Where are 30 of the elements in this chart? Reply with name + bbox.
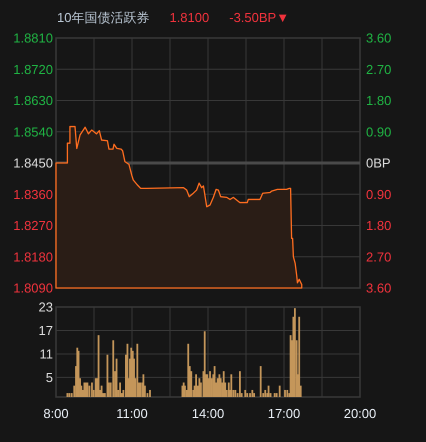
y-tick-label: 11 xyxy=(40,346,53,362)
y2-tick-label: 2.70 xyxy=(366,249,392,264)
text: -3.50BP▼ xyxy=(229,10,290,25)
y-tick-label: 1.8540 xyxy=(13,124,53,140)
y2-tick-label: 1.80 xyxy=(366,218,392,233)
y2-tick-label: 0.90 xyxy=(366,186,392,202)
y-tick-label: 1.8450 xyxy=(13,156,53,170)
y2-tick-label: 2.70 xyxy=(366,62,392,77)
y-tick-label: 1.8720 xyxy=(13,62,53,77)
y2-tick-label: 1.80 xyxy=(366,93,392,108)
y2-tick-label: 3.60 xyxy=(366,280,392,296)
y-tick-label: 1.8180 xyxy=(13,249,53,264)
y-tick-label: 23 xyxy=(38,300,53,314)
y-tick-label: 1.8090 xyxy=(13,280,53,296)
y-tick-label: 17 xyxy=(38,322,53,338)
y-tick-label: 1.8360 xyxy=(13,186,53,202)
y2-tick-label: 0.90 xyxy=(366,124,392,140)
x-tick-label: 17:00 xyxy=(268,406,300,421)
y2-tick-label: 3.60 xyxy=(366,30,392,46)
x-tick-label: 11:00 xyxy=(116,406,148,421)
y-tick-label: 1.8270 xyxy=(13,218,53,233)
y2-tick-label: 0BP xyxy=(366,156,391,170)
y-tick-label: 5 xyxy=(46,370,53,385)
x-tick-label: 14:00 xyxy=(192,406,224,421)
x-tick-label: 8:00 xyxy=(43,406,69,421)
y-tick-label: 1.8810 xyxy=(13,30,53,46)
text: 1.8100 xyxy=(169,10,210,25)
x-tick-label: 20:00 xyxy=(344,406,376,421)
y-tick-label: 1.8630 xyxy=(13,93,53,108)
chart-title: 10年国债活跃券 xyxy=(57,10,150,25)
